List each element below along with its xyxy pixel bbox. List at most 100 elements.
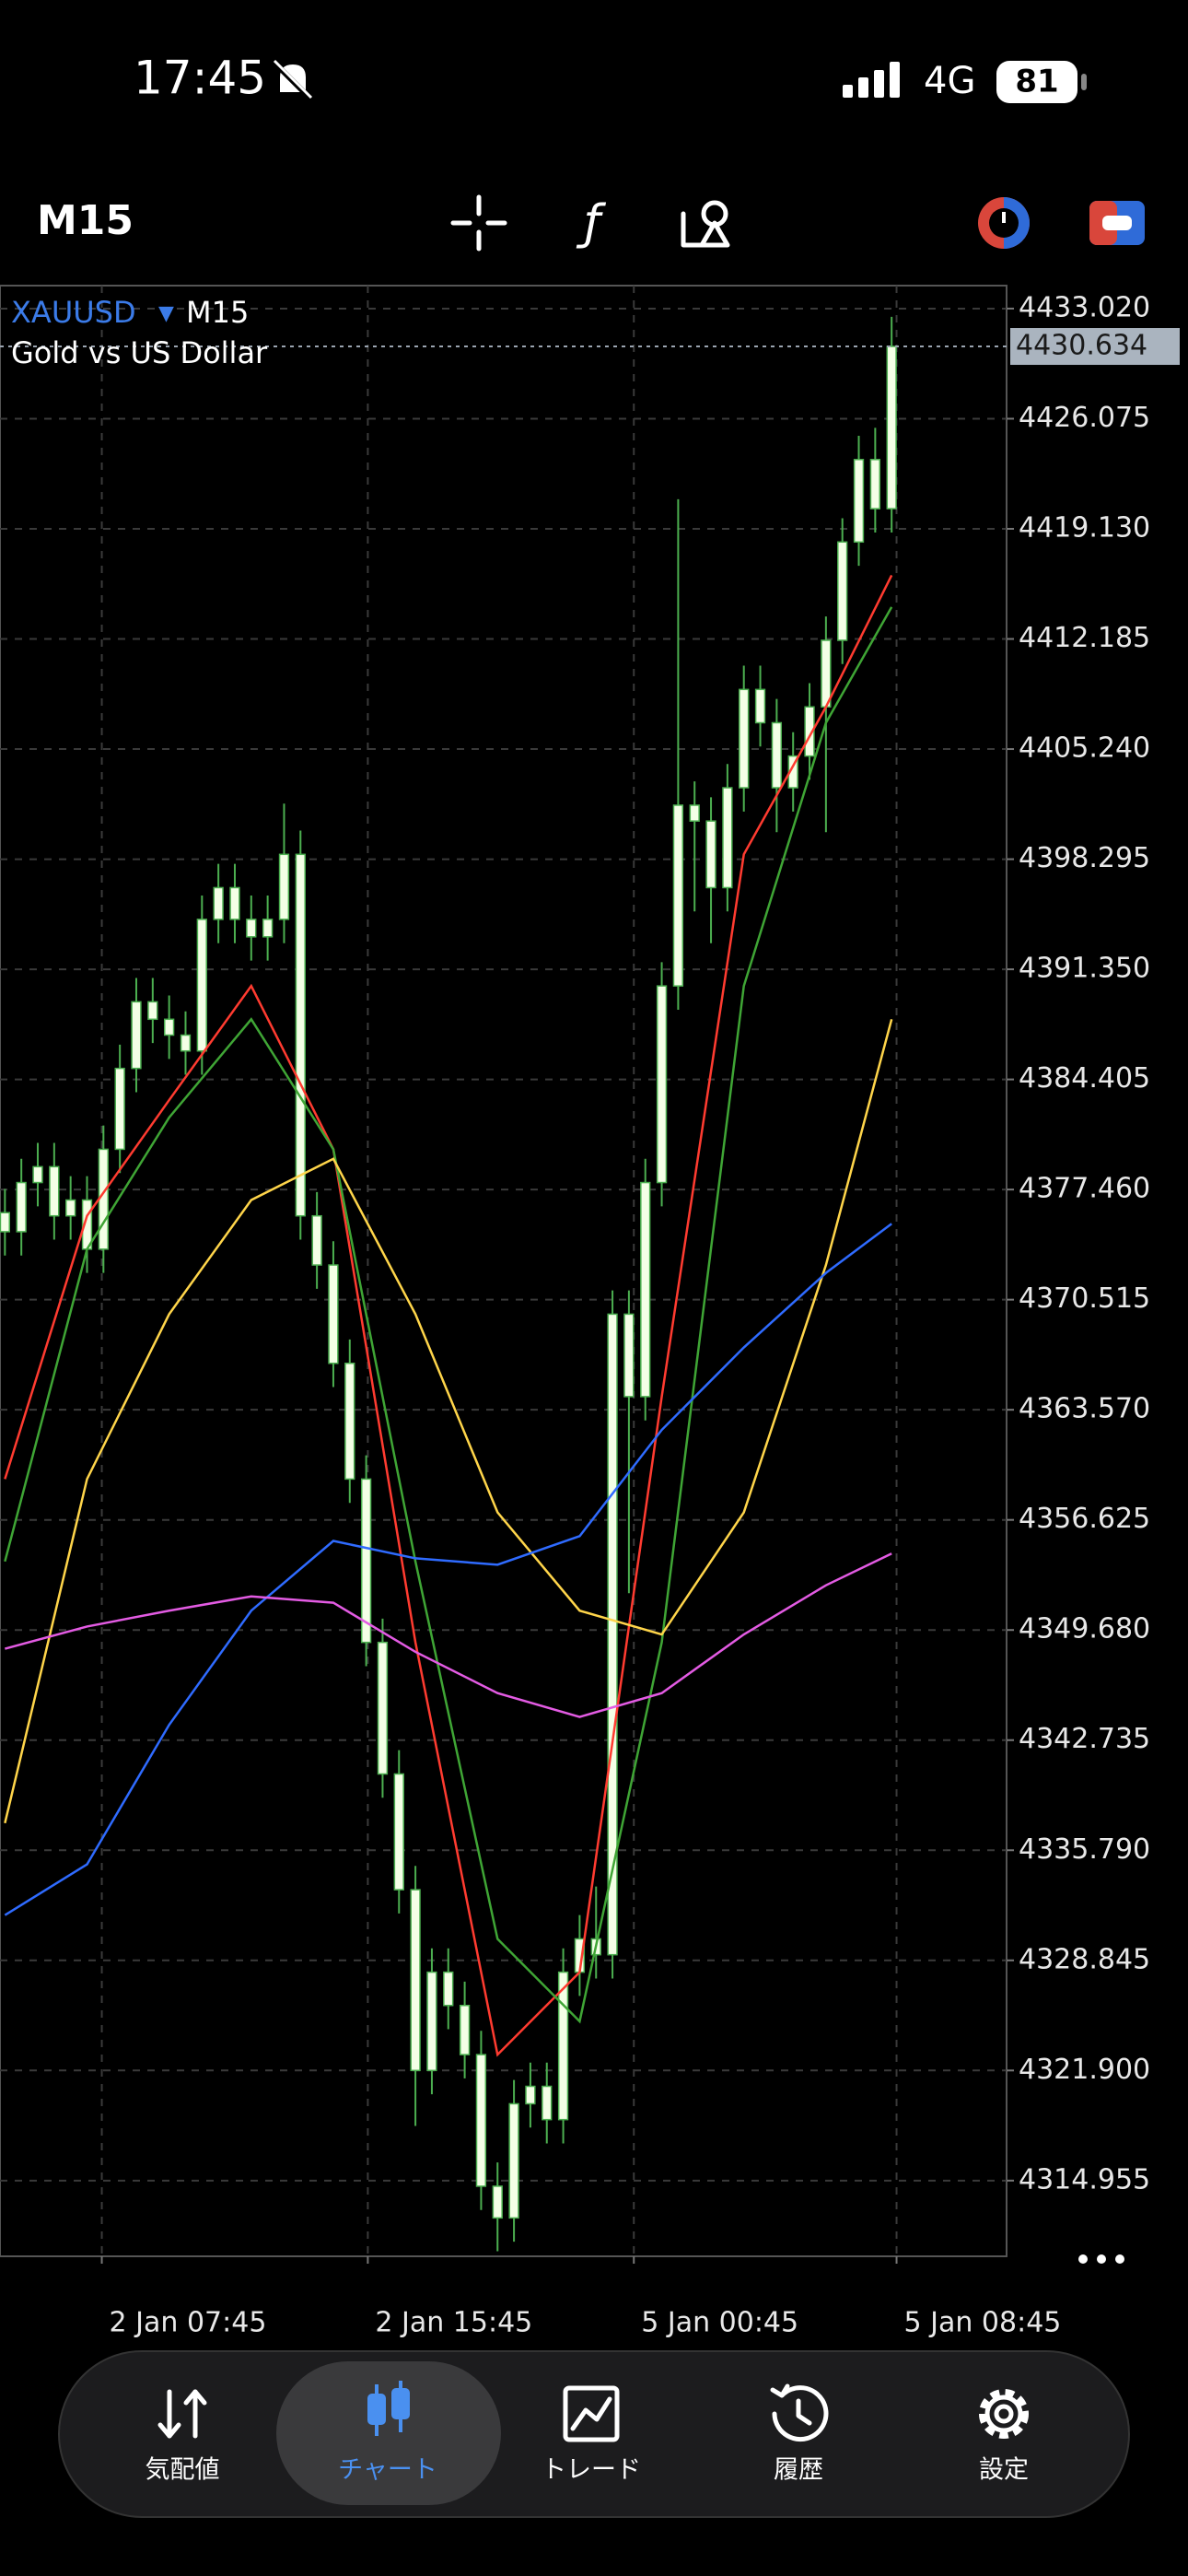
y-tick-label: 4335.790 <box>1019 1833 1150 1866</box>
objects-button[interactable] <box>681 200 730 248</box>
trade-icon <box>563 2385 620 2442</box>
quotes-icon <box>157 2389 207 2439</box>
x-tick-label: 5 Jan 00:45 <box>641 2307 798 2339</box>
candle-body <box>65 1199 76 1217</box>
y-tick-label: 4314.955 <box>1019 2163 1150 2195</box>
nav-label[interactable]: 気配値 <box>146 2456 220 2485</box>
candle-body <box>295 853 306 1217</box>
grid <box>0 286 1007 2256</box>
x-tick-label: 2 Jan 15:45 <box>375 2307 532 2339</box>
symbol-description: Gold vs US Dollar <box>11 335 268 370</box>
status-time: 17:45 <box>134 52 266 105</box>
candle-body <box>262 919 274 938</box>
candle-body <box>739 688 750 789</box>
nav-label[interactable]: 設定 <box>979 2456 1029 2485</box>
candle-body <box>426 1971 437 2072</box>
symbol[interactable]: XAUUSD <box>11 295 136 330</box>
candle-body <box>163 1018 175 1036</box>
candle-body <box>525 2085 536 2105</box>
candle-body <box>131 1001 142 1070</box>
y-tick-label: 4342.735 <box>1019 1723 1150 1755</box>
candle-body <box>557 1971 569 2121</box>
current-price-label: 4430.634 <box>1016 330 1147 362</box>
current-price-box <box>1010 328 1180 366</box>
candle-body <box>722 787 733 889</box>
candle-body <box>98 1148 109 1250</box>
candle-body <box>656 985 668 1184</box>
candle-body <box>328 1264 339 1364</box>
y-tick-label: 4405.240 <box>1019 732 1150 765</box>
indicator-line <box>4 606 893 2024</box>
y-tick-label: 4433.020 <box>1019 291 1150 323</box>
candle-body <box>213 886 224 920</box>
nav-active-pill <box>276 2361 501 2505</box>
chart-timeframe: M15 <box>186 295 249 330</box>
y-tick-label: 4370.515 <box>1019 1282 1150 1315</box>
candle-body <box>837 541 848 641</box>
candle-body <box>360 1478 372 1644</box>
y-tick-label: 4363.570 <box>1019 1393 1150 1425</box>
y-tick-label: 4384.405 <box>1019 1062 1150 1095</box>
settings-icon <box>979 2389 1029 2439</box>
candle-body <box>804 706 815 757</box>
indicators-button[interactable]: ƒ <box>576 195 607 251</box>
candle-body <box>771 721 783 789</box>
candle-body <box>475 2054 487 2187</box>
candle-body <box>229 886 240 920</box>
battery-icon <box>996 61 1077 103</box>
nav-label[interactable]: トレード <box>542 2456 641 2485</box>
nav-label[interactable]: チャート <box>338 2456 437 2485</box>
indicator-line <box>4 1223 892 1916</box>
candle-body <box>705 820 716 889</box>
candle-body <box>16 1181 27 1233</box>
candle-body <box>443 1971 454 2007</box>
nav-label[interactable]: 履歴 <box>774 2456 823 2485</box>
candle-body <box>344 1362 355 1481</box>
indicator-line <box>4 1018 893 1824</box>
y-tick-label: 4419.130 <box>1019 511 1150 544</box>
account-button[interactable] <box>1089 201 1145 245</box>
trade-button[interactable] <box>978 197 1030 249</box>
y-tick-label: 4377.460 <box>1019 1173 1150 1205</box>
y-tick-label: 4398.295 <box>1019 842 1150 874</box>
x-tick-label: 2 Jan 07:45 <box>110 2307 267 2339</box>
candle-body <box>278 853 290 920</box>
y-tick-label: 4426.075 <box>1019 402 1150 434</box>
candle-body <box>508 2102 519 2219</box>
candle-body <box>196 919 207 1052</box>
more-button[interactable] <box>1078 2254 1124 2264</box>
candle-body <box>623 1313 635 1398</box>
candle-body <box>853 459 865 544</box>
candle-body <box>459 2004 471 2055</box>
candle-body <box>311 1214 322 1266</box>
candle-body <box>672 804 684 987</box>
candle-body <box>49 1165 60 1217</box>
y-tick-label: 4412.185 <box>1019 622 1150 654</box>
candle-body <box>607 1313 618 1956</box>
history-icon <box>770 2383 829 2442</box>
candle-body <box>32 1165 43 1184</box>
candle-body <box>689 804 700 822</box>
candle-body <box>377 1641 389 1775</box>
candle-body <box>640 1181 651 1398</box>
candle-body <box>869 459 881 509</box>
candle-body <box>180 1034 192 1052</box>
x-tick-label: 5 Jan 08:45 <box>904 2307 1062 2339</box>
candle-body <box>393 1773 404 1891</box>
nav-bar <box>58 2350 1130 2518</box>
y-tick-label: 4349.680 <box>1019 1613 1150 1645</box>
signal-icon <box>843 62 900 98</box>
indicator-line <box>5 1552 892 1718</box>
candle-body <box>754 688 766 724</box>
chart-icon <box>367 2381 410 2436</box>
candle-body <box>410 1889 421 2072</box>
candle-body <box>821 639 832 708</box>
symbol-dropdown[interactable]: ▼ <box>158 302 174 325</box>
battery-cap <box>1081 74 1087 90</box>
candle-body <box>114 1067 125 1151</box>
indicator-line <box>4 574 893 2057</box>
crosshair-button[interactable] <box>450 194 507 252</box>
candle-body <box>147 1001 158 1021</box>
timeframe-button[interactable]: M15 <box>37 197 134 244</box>
